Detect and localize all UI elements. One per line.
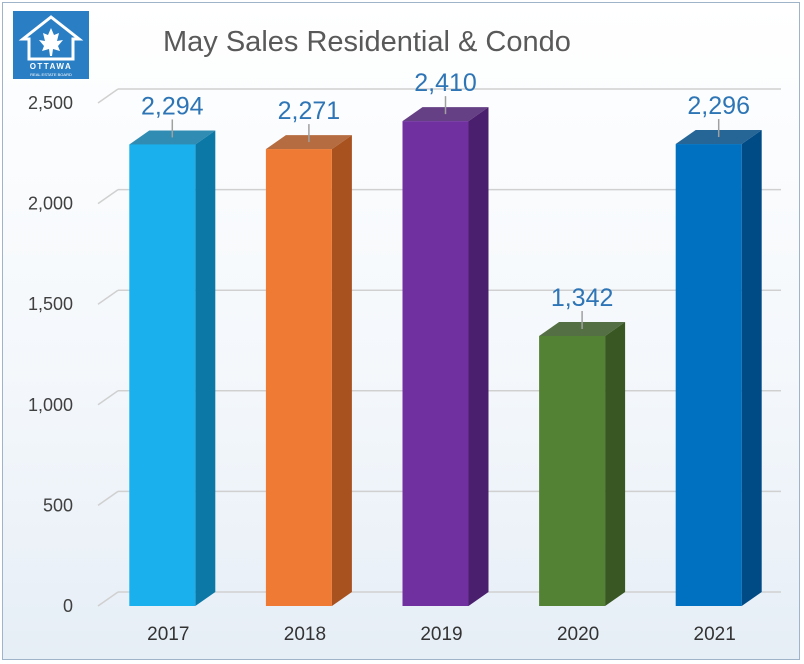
bar-side bbox=[195, 130, 216, 606]
y-axis-labels: 0 500 1,000 1,500 2,000 2,500 bbox=[28, 93, 73, 616]
bar-2018: 2,271 bbox=[265, 97, 352, 606]
y-tick-label: 2,500 bbox=[28, 93, 73, 113]
y-tick-label: 1,000 bbox=[28, 395, 73, 415]
bar-2020: 1,342 bbox=[539, 284, 626, 606]
chart-title: May Sales Residential & Condo bbox=[163, 26, 571, 58]
data-label: 2,294 bbox=[141, 92, 204, 120]
bar-front bbox=[402, 121, 469, 606]
y-tick-label: 500 bbox=[43, 495, 73, 515]
bars: 2,294 2,271 2,410 1,342 2,296 bbox=[129, 69, 762, 606]
logo-subtext: REAL ESTATE BOARD bbox=[30, 72, 72, 77]
gridline-depth bbox=[97, 188, 119, 205]
bar-2021: 2,296 bbox=[675, 92, 762, 606]
x-category-label: 2021 bbox=[694, 624, 736, 645]
data-label: 2,271 bbox=[278, 97, 341, 125]
x-axis-labels: 2017 2018 2019 2020 2021 bbox=[147, 624, 736, 645]
bar-front bbox=[129, 144, 196, 606]
data-label: 2,410 bbox=[414, 69, 477, 97]
bar-front bbox=[265, 149, 332, 606]
x-category-label: 2017 bbox=[147, 624, 189, 645]
logo-text: OTTAWA bbox=[30, 62, 73, 71]
y-tick-label: 0 bbox=[63, 596, 73, 616]
bar-2017: 2,294 bbox=[129, 92, 216, 606]
bar-front bbox=[675, 144, 742, 606]
x-category-label: 2018 bbox=[284, 624, 326, 645]
gridline-depth bbox=[97, 390, 119, 406]
data-label: 2,296 bbox=[687, 92, 750, 120]
ottawa-real-estate-board-logo: OTTAWA REAL ESTATE BOARD bbox=[13, 11, 89, 79]
x-category-label: 2019 bbox=[420, 624, 462, 645]
bar-side bbox=[468, 107, 489, 606]
gridline-depth bbox=[97, 289, 119, 305]
bar-front bbox=[539, 335, 606, 606]
gridline-depth bbox=[97, 88, 119, 104]
data-label: 1,342 bbox=[551, 284, 614, 312]
bar-2019: 2,410 bbox=[402, 69, 489, 606]
house-maple-leaf-icon: OTTAWA REAL ESTATE BOARD bbox=[18, 15, 84, 77]
gridline-depth bbox=[97, 591, 119, 607]
x-category-label: 2020 bbox=[557, 624, 599, 645]
bar-side bbox=[605, 321, 626, 606]
gridline-depth bbox=[97, 490, 119, 507]
y-tick-label: 1,500 bbox=[28, 294, 73, 314]
bar-chart: May Sales Residential & Condo 0 500 1,000 1… bbox=[28, 26, 781, 645]
bar-side bbox=[331, 135, 352, 606]
y-tick-label: 2,000 bbox=[28, 194, 73, 214]
bar-side bbox=[741, 130, 762, 606]
